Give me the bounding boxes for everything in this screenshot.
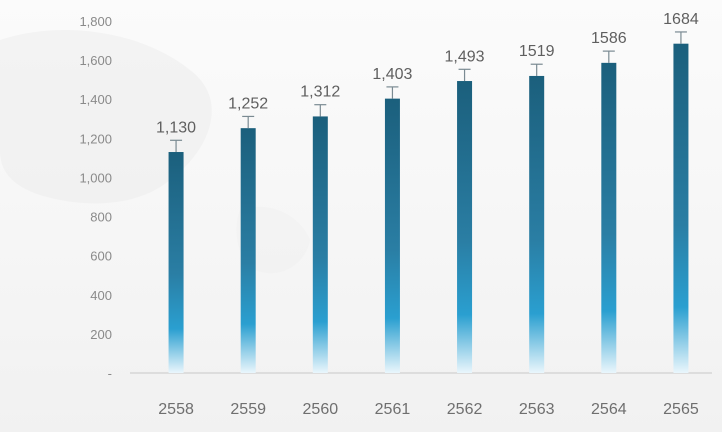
bar: [673, 43, 689, 373]
x-tick-label: 2564: [591, 401, 627, 418]
x-tick-label: 2562: [447, 401, 483, 418]
data-label: 1,403: [372, 66, 412, 83]
y-tick-label: 1,600: [79, 53, 112, 68]
y-tick-label: 800: [90, 210, 112, 225]
y-tick-label: 1,400: [79, 92, 112, 107]
x-tick-label: 2565: [663, 401, 699, 418]
bar: [312, 116, 328, 373]
bar: [529, 75, 545, 373]
x-tick-label: 2559: [230, 401, 266, 418]
bar: [384, 98, 400, 373]
x-tick-label: 2560: [303, 401, 339, 418]
x-tick-label: 2561: [375, 401, 411, 418]
bar: [457, 81, 473, 373]
data-label: 1,130: [156, 119, 196, 136]
y-tick-label: -: [108, 366, 112, 381]
map-shape: [0, 30, 212, 204]
bars-group: 1,130 1,252 1,312 1,403 1,493 1519 1586 1684: [156, 11, 699, 374]
y-tick-label: 1,000: [79, 170, 112, 185]
background-map-decoration: [0, 30, 310, 274]
y-axis: - 200 400 600 800 1,000 1,200 1,400 1,600 1,800: [79, 14, 112, 381]
bar: [168, 152, 184, 373]
y-tick-label: 1,200: [79, 131, 112, 146]
data-label: 1684: [663, 11, 699, 28]
bar: [601, 62, 617, 374]
data-label: 1519: [519, 43, 555, 60]
y-tick-label: 400: [90, 288, 112, 303]
data-label: 1,312: [300, 84, 340, 101]
data-label: 1586: [591, 30, 627, 47]
x-axis: 2558 2559 2560 2561 2562 2563 2564 2565: [130, 372, 712, 418]
x-tick-label: 2558: [158, 401, 194, 418]
x-tick-label: 2563: [519, 401, 555, 418]
y-tick-label: 600: [90, 249, 112, 264]
data-label: 1,252: [228, 95, 268, 112]
y-tick-label: 200: [90, 327, 112, 342]
bar: [240, 128, 256, 373]
y-tick-label: 1,800: [79, 14, 112, 29]
data-label: 1,493: [445, 48, 485, 65]
